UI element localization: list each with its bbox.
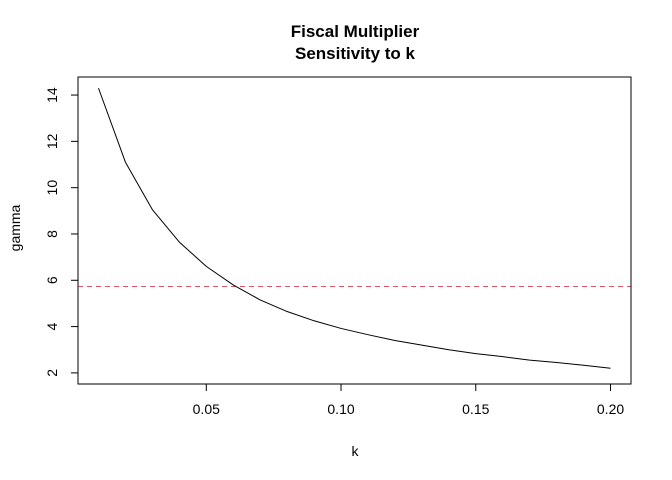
y-tick-label: 4 — [44, 322, 60, 330]
x-tick-label: 0.05 — [193, 401, 220, 417]
x-axis: 0.05 0.10 0.15 0.20 — [193, 383, 624, 417]
x-tick-label: 0.10 — [327, 401, 354, 417]
chart-title-line-1: Fiscal Multiplier — [291, 22, 420, 41]
y-tick-label: 12 — [44, 133, 60, 149]
y-axis-label: gamma — [7, 204, 23, 251]
chart-title-line-2: Sensitivity to k — [295, 44, 416, 63]
x-tick-label: 0.15 — [462, 401, 489, 417]
y-tick-label: 14 — [44, 87, 60, 103]
x-axis-label: k — [352, 443, 360, 459]
y-tick-label: 2 — [44, 369, 60, 377]
y-axis: 2 4 6 8 10 12 14 — [44, 87, 79, 377]
x-tick-label: 0.20 — [597, 401, 624, 417]
y-tick-label: 8 — [44, 230, 60, 238]
plot-frame — [77, 76, 632, 385]
y-tick-label: 10 — [44, 180, 60, 196]
y-tick-label: 6 — [44, 276, 60, 284]
series-layer — [98, 87, 611, 369]
series-line — [98, 87, 611, 369]
